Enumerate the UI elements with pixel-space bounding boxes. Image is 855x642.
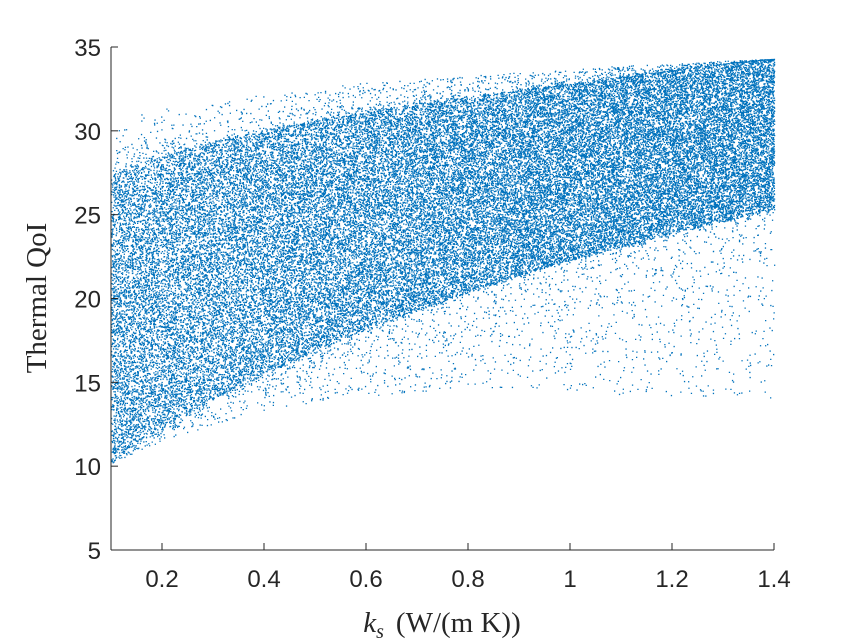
y-ticks: 5 10 15 20 25 30 35	[74, 35, 118, 565]
y-tick-label: 10	[74, 454, 101, 481]
x-tick-label: 1	[563, 566, 576, 593]
y-axis-label: Thermal QoI	[21, 223, 53, 374]
x-tick-label: 0.4	[247, 566, 280, 593]
scatter-points	[111, 58, 776, 464]
x-tick-label: 1.2	[655, 566, 688, 593]
y-tick-label: 20	[74, 287, 101, 314]
y-tick-label: 5	[88, 538, 101, 565]
x-tick-label: 0.2	[145, 566, 178, 593]
x-ticks: 0.2 0.4 0.6 0.8 1 1.2 1.4	[145, 543, 791, 593]
scatter-point-cloud	[111, 58, 776, 464]
y-tick-label: 35	[74, 35, 101, 62]
x-axis-label-unit: (W/(m K))	[396, 607, 521, 639]
x-axis-label-subscript: s	[376, 621, 384, 642]
x-tick-label: 0.8	[451, 566, 484, 593]
y-tick-label: 30	[74, 119, 101, 146]
x-axis-label-variable: k	[363, 607, 377, 639]
x-tick-label: 1.4	[757, 566, 790, 593]
x-axis-label: ks (W/(m K))	[363, 607, 520, 642]
y-tick-label: 15	[74, 370, 101, 397]
y-tick-label: 25	[74, 203, 101, 230]
x-tick-label: 0.6	[349, 566, 382, 593]
